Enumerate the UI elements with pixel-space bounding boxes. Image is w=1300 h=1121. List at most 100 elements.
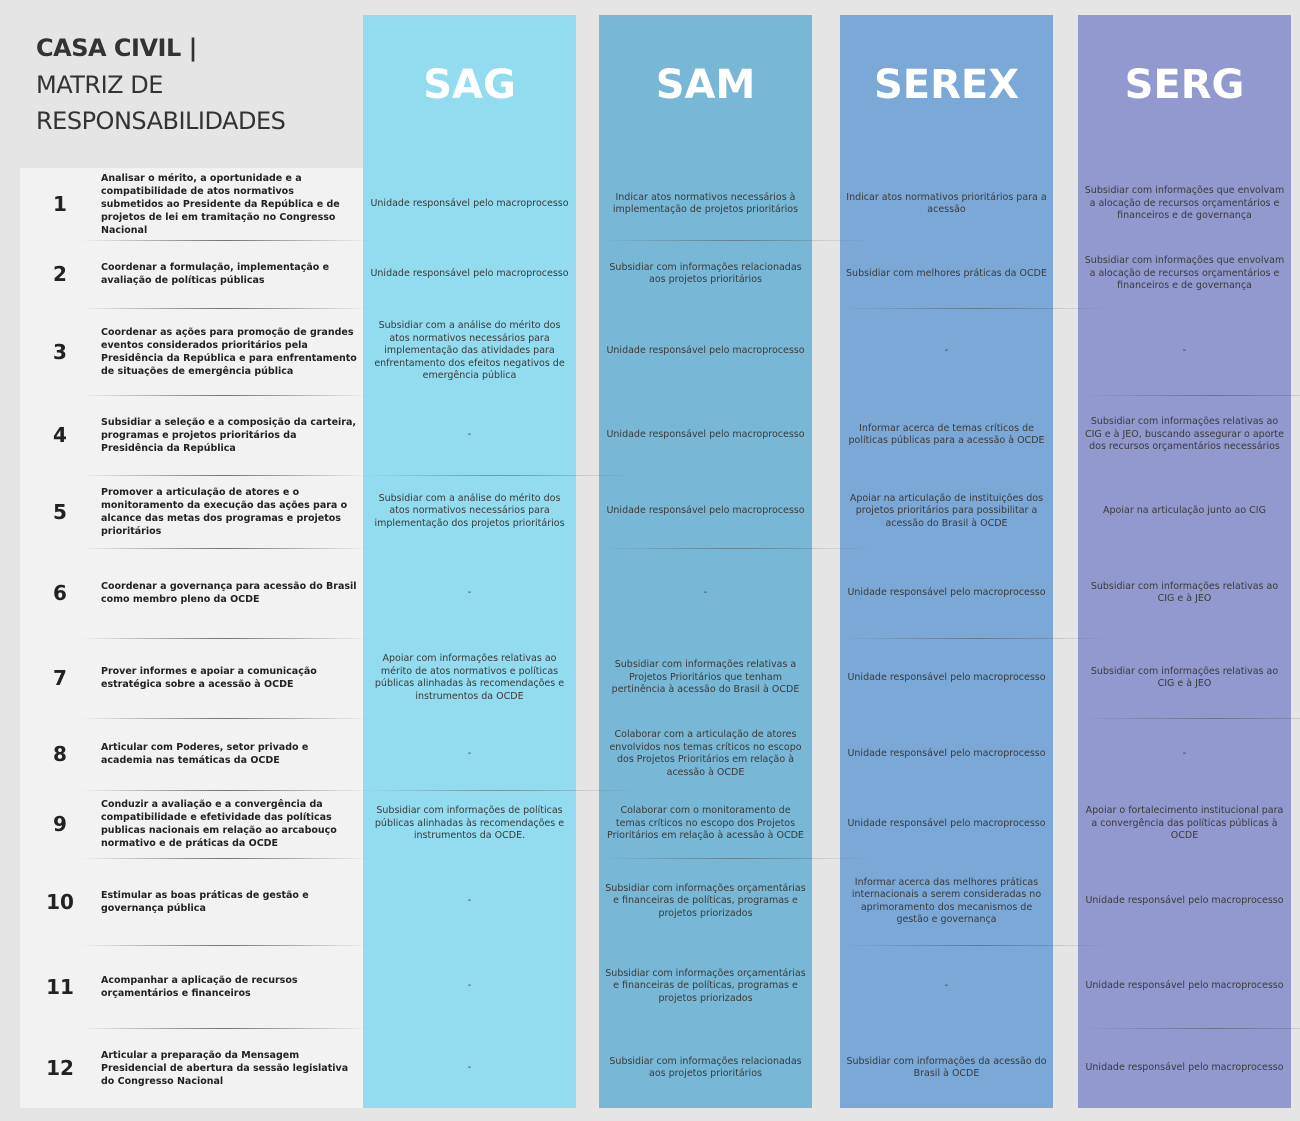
row-separator (363, 475, 636, 476)
cell: Unidade responsável pelo macroprocesso (1085, 980, 1284, 992)
cell: - (467, 1061, 472, 1073)
cell: - (944, 345, 949, 357)
row-description: Coordenar a governança para acessão do B… (101, 581, 357, 605)
row-separator (80, 308, 370, 309)
row-separator (80, 718, 370, 719)
cell: Subsidiar com informações que envolvam a… (1084, 185, 1285, 222)
cell: Unidade responsável pelo macroprocesso (1085, 1061, 1284, 1073)
cell: Subsidiar com melhores práticas da OCDE (846, 267, 1047, 279)
row-separator (1078, 718, 1300, 719)
row-number: 1 (53, 192, 67, 216)
column-band (599, 15, 812, 1108)
cell: Unidade responsável pelo macroprocesso (370, 267, 569, 279)
row-description: Estimular as boas práticas de gestão e g… (101, 889, 309, 914)
row-description: Articular a preparação da Mensagem Presi… (101, 1049, 349, 1087)
column-header: SAG (423, 62, 516, 108)
row-number: 11 (46, 974, 74, 999)
cell: Subsidiar com informações relativas a Pr… (611, 659, 800, 696)
cell: Unidade responsável pelo macroprocesso (606, 505, 805, 517)
row-number: 8 (53, 742, 67, 766)
cell: Apoiar na articulação junto ao CIG (1103, 505, 1266, 517)
column-header: SERG (1124, 62, 1245, 108)
row-separator (1078, 395, 1300, 396)
row-number: 7 (53, 666, 67, 690)
row-number: 6 (53, 581, 67, 605)
title: RESPONSABILIDADES (36, 107, 286, 135)
cell: Unidade responsável pelo macroprocesso (847, 671, 1046, 683)
row-separator (80, 240, 370, 241)
row-description: Articular com Poderes, setor privado e a… (101, 742, 309, 766)
cell: Informar acerca das melhores práticas in… (851, 876, 1042, 926)
row-separator (363, 790, 636, 791)
cell: Subsidiar com informações relacionadas a… (609, 1055, 802, 1080)
row-description: Coordenar a formulação, implementação e … (101, 262, 330, 286)
cell: - (1182, 345, 1187, 357)
row-number: 10 (46, 889, 74, 914)
row-separator (80, 395, 370, 396)
row-separator (80, 638, 370, 639)
cell: Subsidiar com informações orçamentárias … (605, 967, 806, 1004)
row-separator (840, 945, 1113, 946)
cell: Unidade responsável pelo macroprocesso (847, 817, 1046, 829)
cell: Informar acerca de temas críticos de pol… (848, 422, 1045, 447)
row-separator (1078, 1028, 1300, 1029)
row-description: Subsidiar a seleção e a composição da ca… (101, 416, 356, 454)
cell: Unidade responsável pelo macroprocesso (606, 428, 805, 440)
row-number: 4 (53, 423, 67, 447)
row-description: Promover a articulação de atores e o mon… (101, 486, 348, 537)
cell: Subsidiar com informações da acessão do … (846, 1055, 1047, 1080)
column-band (1078, 15, 1291, 1108)
cell: - (703, 586, 708, 598)
cell: Subsidiar com informações que envolvam a… (1084, 255, 1285, 292)
cell: - (467, 895, 472, 907)
column-band (363, 15, 576, 1108)
row-separator (840, 308, 1113, 309)
cell: Colaborar com o monitoramento de temas c… (607, 805, 804, 842)
row-separator (80, 945, 370, 946)
cell: Unidade responsável pelo macroprocesso (370, 197, 569, 209)
row-description: Acompanhar a aplicação de recursos orçam… (101, 974, 298, 999)
cell: Unidade responsável pelo macroprocesso (606, 345, 805, 357)
row-separator (599, 548, 872, 549)
cell: Subsidiar com a análise do mérito dos at… (374, 492, 565, 529)
row-number: 2 (53, 262, 67, 286)
cell: - (1182, 747, 1187, 759)
row-separator (80, 858, 370, 859)
cell: Unidade responsável pelo macroprocesso (847, 586, 1046, 598)
title: MATRIZ DE (36, 71, 163, 99)
title: CASA CIVIL | (36, 34, 197, 62)
cell: Subsidiar com a análise do mérito dos at… (374, 320, 565, 382)
row-description: Coordenar as ações para promoção de gran… (101, 326, 357, 377)
row-separator (80, 475, 370, 476)
cell: Subsidiar com informações relativas ao C… (1090, 665, 1279, 690)
cell: Apoiar o fortalecimento institucional pa… (1085, 805, 1284, 842)
row-description: Conduzir a avaliação e a convergência da… (101, 799, 337, 849)
cell: Subsidiar com informações de políticas p… (374, 805, 565, 842)
cell: Unidade responsável pelo macroprocesso (1085, 895, 1284, 907)
cell: Apoiar com informações relativas ao méri… (374, 653, 565, 702)
cell: Subsidiar com informações orçamentárias … (605, 882, 806, 919)
row-description: Analisar o mérito, a oportunidade e a co… (101, 172, 340, 236)
cell: - (944, 980, 949, 992)
cell: Subsidiar com informações relativas ao C… (1084, 416, 1284, 453)
cell: Indicar atos normativos necessários à im… (612, 191, 799, 216)
row-number: 3 (53, 339, 67, 364)
row-separator (599, 240, 872, 241)
row-separator (80, 790, 370, 791)
cell: - (467, 428, 472, 440)
row-separator (80, 1028, 370, 1029)
column-header: SAM (655, 62, 756, 108)
row-number: 5 (53, 499, 67, 524)
row-description: Prover informes e apoiar a comunicação e… (101, 666, 317, 690)
cell: - (467, 586, 472, 598)
row-separator (599, 858, 872, 859)
cell: Indicar atos normativos prioritários par… (846, 191, 1047, 216)
row-separator (840, 638, 1113, 639)
column-header: SEREX (873, 62, 1020, 108)
cell: - (467, 980, 472, 992)
row-number: 9 (53, 812, 67, 836)
cell: Subsidiar com informações relacionadas a… (609, 261, 802, 286)
column-band (840, 15, 1053, 1108)
row-separator (80, 548, 370, 549)
